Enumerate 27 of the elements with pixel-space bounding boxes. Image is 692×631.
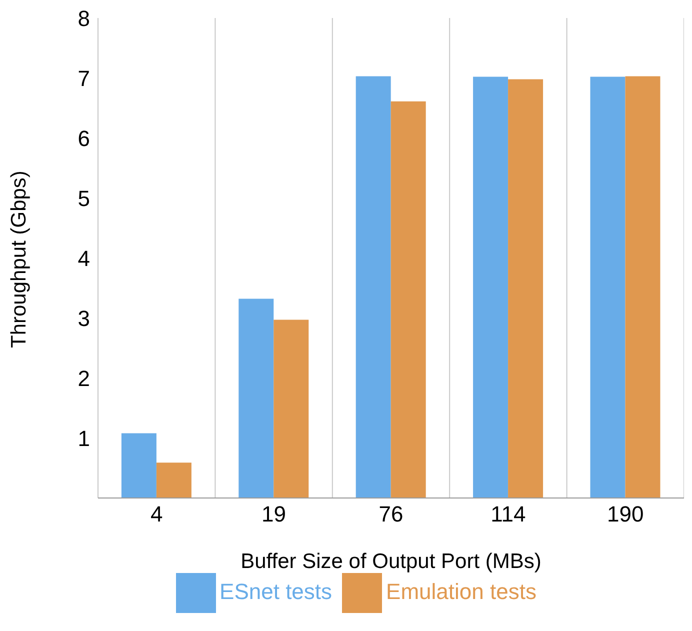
legend-label: Emulation tests (386, 578, 536, 604)
y-tick-label: 3 (78, 306, 90, 331)
y-tick-label: 4 (78, 246, 90, 271)
bar (590, 76, 626, 498)
x-axis-title: Buffer Size of Output Port (MBs) (240, 550, 542, 573)
x-tick-label: 76 (378, 502, 404, 527)
y-tick-label: 6 (78, 126, 90, 151)
bar (238, 298, 274, 498)
x-tick-label: 114 (490, 502, 526, 527)
y-tick-label: 5 (78, 186, 90, 211)
y-tick-label: 2 (78, 366, 90, 391)
y-tick-label: 1 (78, 426, 90, 451)
y-tick-label: 8 (78, 6, 90, 31)
bar (473, 76, 508, 498)
bar (390, 101, 426, 498)
x-tick-label: 19 (262, 502, 286, 527)
bar (508, 79, 544, 498)
legend-label: ESnet tests (220, 578, 332, 604)
bar (156, 462, 192, 498)
y-tick-label: 7 (78, 66, 90, 91)
bar (274, 320, 309, 498)
bar (121, 433, 156, 498)
y-axis-title: Throughput (Gbps) (7, 170, 30, 348)
x-tick-label: 4 (150, 502, 163, 527)
bar (625, 76, 660, 498)
bar (356, 76, 391, 498)
x-tick-label: 190 (607, 502, 644, 527)
